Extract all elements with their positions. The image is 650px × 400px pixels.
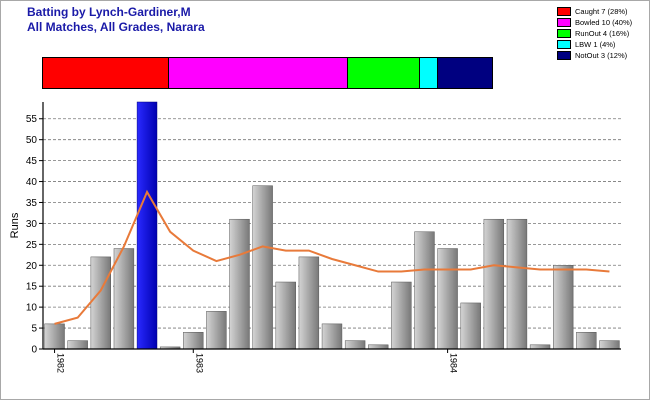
bar <box>460 302 481 350</box>
legend: Caught 7 (28%) Bowled 10 (40%) RunOut 4 (1… <box>557 6 647 61</box>
y-tick-label: 55 <box>26 114 38 125</box>
legend-item: NotOut 3 (12%) <box>557 50 647 61</box>
y-axis-label: Runs <box>9 212 21 238</box>
legend-item: Bowled 10 (40%) <box>557 17 647 28</box>
bar <box>252 185 273 350</box>
y-tick-label: 5 <box>31 324 37 335</box>
x-tick-label: 1984 <box>449 353 459 373</box>
legend-swatch <box>557 40 571 49</box>
y-tick-label: 15 <box>26 282 38 293</box>
y-tick-label: 50 <box>26 135 38 146</box>
bar <box>229 218 250 350</box>
bar <box>506 218 528 350</box>
bar <box>437 248 458 350</box>
legend-item: LBW 1 (4%) <box>557 39 647 50</box>
x-tick-label: 1982 <box>56 353 66 373</box>
legend-label: Bowled 10 (40%) <box>575 18 633 27</box>
y-tick-label: 0 <box>31 345 37 356</box>
y-tick-label: 30 <box>26 219 38 230</box>
legend-item: RunOut 4 (16%) <box>557 28 647 39</box>
dismissal-segment-caught <box>43 58 169 88</box>
bar <box>483 218 505 350</box>
bar <box>44 323 65 350</box>
chart-subtitle: All Matches, All Grades, Narara <box>27 20 205 34</box>
bar <box>529 344 551 350</box>
legend-label: NotOut 3 (12%) <box>575 51 628 60</box>
bar <box>391 281 412 350</box>
y-tick-label: 45 <box>26 156 38 167</box>
bar <box>414 231 435 350</box>
bar <box>576 332 597 350</box>
legend-label: LBW 1 (4%) <box>575 40 616 49</box>
x-tick-label: 1983 <box>194 353 204 373</box>
bar <box>275 281 296 350</box>
legend-label: Caught 7 (28%) <box>575 7 628 16</box>
legend-item: Caught 7 (28%) <box>557 6 647 17</box>
bar <box>553 265 574 350</box>
dismissal-segment-runout <box>348 58 421 88</box>
chart-title: Batting by Lynch-Gardiner,M <box>27 5 191 19</box>
y-tick-label: 20 <box>26 261 38 272</box>
legend-swatch <box>557 18 571 27</box>
average-line <box>54 189 610 325</box>
bar <box>298 256 320 350</box>
dismissal-breakdown-bar <box>42 57 493 89</box>
bar <box>599 340 620 350</box>
legend-swatch <box>557 29 571 38</box>
bar-highlight <box>136 101 158 350</box>
legend-swatch <box>557 51 571 60</box>
bar <box>183 332 204 350</box>
legend-label: RunOut 4 (16%) <box>575 29 630 38</box>
bar <box>368 344 389 350</box>
y-tick-label: 25 <box>26 240 38 251</box>
dismissal-segment-notout <box>438 58 492 88</box>
bar <box>206 311 227 350</box>
bar <box>321 323 343 350</box>
bar <box>67 340 88 350</box>
legend-swatch <box>557 7 571 16</box>
y-tick-label: 10 <box>26 303 38 314</box>
y-tick-label: 35 <box>26 198 38 209</box>
dismissal-segment-bowled <box>168 58 349 88</box>
bar <box>90 256 111 350</box>
bar <box>344 340 366 350</box>
y-tick-label: 40 <box>26 177 38 188</box>
bar <box>113 248 135 350</box>
dismissal-segment-lbw <box>420 58 439 88</box>
